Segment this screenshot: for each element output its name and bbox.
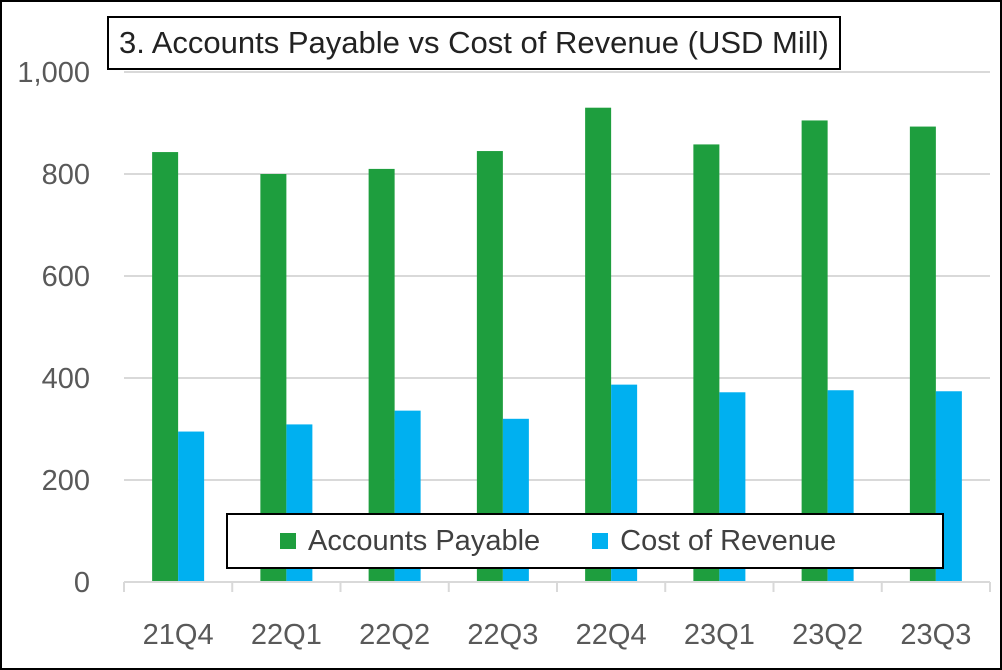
axes: 0 200 400 600 800 1,000 21Q4 22Q1 22Q2 22Q3 22Q4 23…: [17, 57, 991, 651]
bar-accounts-payable: [909, 126, 936, 582]
x-tick-label: 22Q3: [467, 619, 538, 651]
bar-accounts-payable: [476, 151, 503, 583]
bar-accounts-payable: [693, 144, 720, 583]
legend-item-accounts-payable: Accounts Payable: [280, 525, 540, 558]
legend-label-cost-of-revenue: Cost of Revenue: [620, 524, 837, 557]
legend: Accounts Payable Cost of Revenue: [226, 513, 944, 569]
y-tick-label: 1,000: [17, 57, 90, 89]
bars: [152, 107, 962, 583]
chart-title: 3. Accounts Payable vs Cost of Revenue (…: [107, 16, 841, 70]
gridlines: [124, 71, 990, 481]
legend-label-accounts-payable: Accounts Payable: [308, 524, 541, 557]
bar-accounts-payable: [585, 107, 612, 582]
legend-swatch-cost-of-revenue: [592, 533, 609, 549]
x-tick-label: 22Q2: [359, 619, 430, 651]
x-tick-label: 23Q1: [684, 619, 755, 651]
legend-swatch-accounts-payable: [280, 533, 296, 549]
x-tick-label: 23Q3: [900, 619, 971, 651]
bar-cost-of-revenue: [178, 431, 205, 582]
y-tick-label: 200: [42, 465, 90, 497]
y-tick-label: 800: [42, 159, 90, 191]
bar-accounts-payable: [152, 152, 179, 582]
x-tick-label: 23Q2: [792, 619, 863, 651]
y-tick-label: 400: [42, 363, 90, 395]
x-tick-label: 22Q1: [251, 619, 322, 651]
y-tick-label: 0: [74, 567, 90, 599]
legend-item-cost-of-revenue: Cost of Revenue: [592, 525, 836, 558]
y-tick-label: 600: [42, 261, 90, 293]
bar-accounts-payable: [801, 120, 828, 582]
x-tick-label: 21Q4: [143, 619, 214, 651]
x-tick-label: 22Q4: [576, 619, 647, 651]
